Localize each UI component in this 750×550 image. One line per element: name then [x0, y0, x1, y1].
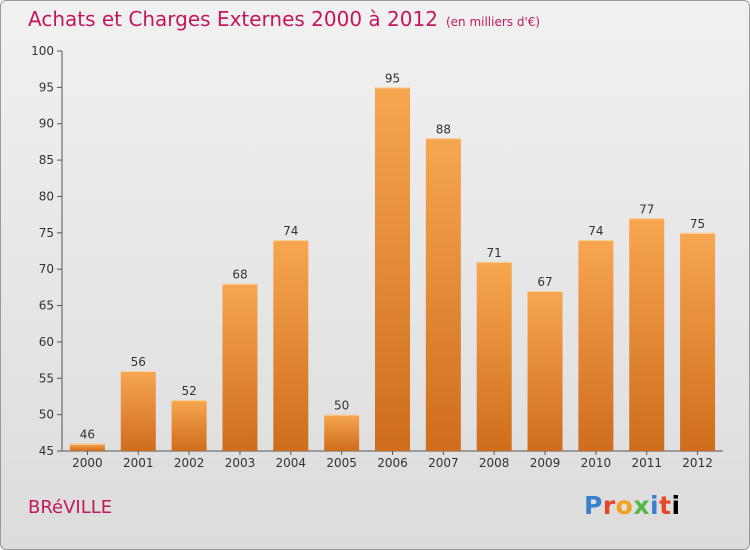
x-tick-label: 2005 — [326, 456, 357, 470]
logo-letter: P — [584, 491, 603, 520]
data-label: 77 — [639, 202, 654, 216]
bar — [324, 414, 360, 451]
bar — [120, 371, 156, 451]
logo-letter: x — [633, 491, 650, 520]
data-label: 52 — [181, 384, 196, 398]
bar — [527, 291, 563, 451]
y-tick-label: 70 — [39, 262, 54, 276]
data-label: 74 — [283, 224, 298, 238]
x-tick-label: 2008 — [479, 456, 510, 470]
y-tick-label: 90 — [39, 117, 54, 131]
bar — [171, 400, 207, 451]
x-tick-label: 2010 — [581, 456, 612, 470]
y-tick-label: 50 — [39, 408, 54, 422]
y-tick-label: 65 — [39, 299, 54, 313]
data-label: 67 — [537, 275, 552, 289]
logo-letter: t — [659, 491, 672, 520]
data-label: 68 — [232, 268, 247, 282]
bar — [222, 283, 258, 451]
chart-title-text: Achats et Charges Externes 2000 à 2012 — [28, 7, 438, 31]
x-tick-label: 2004 — [276, 456, 307, 470]
bar — [578, 240, 614, 451]
x-tick-label: 2001 — [123, 456, 154, 470]
chart-unit: (en milliers d'€) — [445, 15, 541, 29]
y-tick-label: 80 — [39, 189, 54, 203]
bar — [425, 138, 461, 452]
logo-letter: i — [671, 491, 681, 520]
bar — [69, 443, 105, 451]
y-tick-label: 100 — [31, 44, 54, 58]
data-label: 50 — [334, 399, 349, 413]
x-tick-label: 2007 — [428, 456, 459, 470]
data-label: 88 — [436, 122, 451, 136]
bar — [273, 240, 309, 451]
x-tick-label: 2011 — [631, 456, 662, 470]
commune-name: BRéVILLE — [28, 497, 113, 518]
logo-letter: o — [615, 491, 634, 520]
bar — [629, 218, 665, 451]
bar — [680, 232, 716, 451]
proxiti-logo: Proxiti — [584, 491, 681, 520]
chart-title: Achats et Charges Externes 2000 à 2012 (e… — [28, 7, 540, 31]
y-tick-label: 95 — [39, 80, 54, 94]
data-label: 71 — [487, 246, 502, 260]
data-label: 56 — [131, 355, 146, 369]
x-tick-label: 2000 — [72, 456, 103, 470]
y-tick-label: 85 — [39, 153, 54, 167]
y-tick-label: 75 — [39, 226, 54, 240]
y-tick-label: 60 — [39, 335, 54, 349]
data-label: 75 — [690, 217, 705, 231]
y-tick-label: 45 — [39, 444, 54, 458]
x-tick-label: 2002 — [174, 456, 205, 470]
data-label: 74 — [588, 224, 603, 238]
logo-letter: i — [650, 491, 660, 520]
y-tick-label: 55 — [39, 371, 54, 385]
x-tick-label: 2009 — [530, 456, 561, 470]
logo-letter: r — [602, 491, 616, 520]
x-tick-label: 2006 — [377, 456, 408, 470]
bar — [375, 87, 410, 451]
bar — [476, 261, 512, 451]
data-label: 46 — [80, 428, 95, 442]
data-label: 95 — [385, 71, 400, 85]
x-tick-label: 2003 — [225, 456, 256, 470]
x-tick-label: 2012 — [682, 456, 713, 470]
